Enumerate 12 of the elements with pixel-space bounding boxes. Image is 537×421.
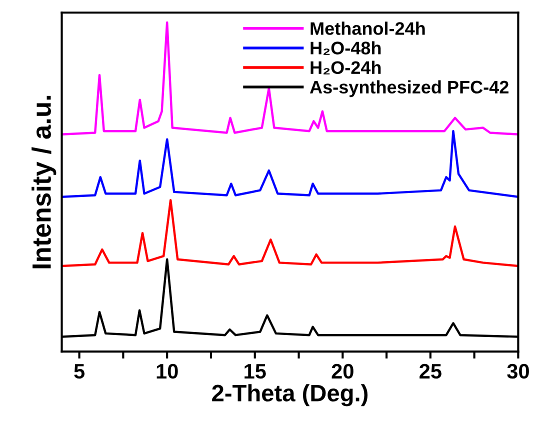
legend-label: H₂O-24h [310, 60, 381, 74]
x-tick-label: 25 [420, 364, 442, 379]
legend-label: Methanol-24h [310, 22, 425, 35]
x-tick-label: 30 [507, 364, 529, 379]
legend-label: H₂O-48h [310, 41, 381, 55]
x-tick-label: 5 [74, 364, 85, 379]
x-tick-label: 15 [244, 364, 266, 379]
y-axis-title: Intensity / a.u. [32, 96, 56, 268]
x-axis-title: 2-Theta (Deg.) [212, 384, 368, 406]
legend-label: As-synthesized PFC-42 [310, 80, 508, 98]
x-tick-label: 20 [332, 364, 354, 379]
x-tick-label: 10 [156, 364, 178, 379]
